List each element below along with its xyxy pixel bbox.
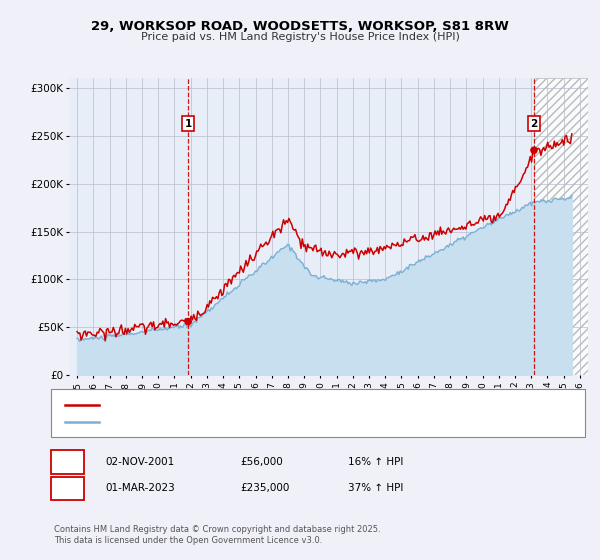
Text: 2: 2 — [530, 119, 538, 129]
Text: 16% ↑ HPI: 16% ↑ HPI — [348, 457, 403, 467]
Text: 2: 2 — [64, 483, 71, 493]
Text: 1: 1 — [64, 457, 71, 467]
Text: Contains HM Land Registry data © Crown copyright and database right 2025.
This d: Contains HM Land Registry data © Crown c… — [54, 525, 380, 545]
Text: Price paid vs. HM Land Registry's House Price Index (HPI): Price paid vs. HM Land Registry's House … — [140, 32, 460, 43]
Point — [184, 317, 193, 326]
Text: 01-MAR-2023: 01-MAR-2023 — [105, 483, 175, 493]
Text: HPI: Average price, semi-detached house, Rotherham: HPI: Average price, semi-detached house,… — [103, 418, 358, 427]
Text: 37% ↑ HPI: 37% ↑ HPI — [348, 483, 403, 493]
Bar — [534, 78, 588, 375]
Text: 29, WORKSOP ROAD, WOODSETTS, WORKSOP, S81 8RW: 29, WORKSOP ROAD, WOODSETTS, WORKSOP, S8… — [91, 20, 509, 32]
Point — [529, 146, 539, 155]
Text: 1: 1 — [185, 119, 192, 129]
Text: 29, WORKSOP ROAD, WOODSETTS, WORKSOP, S81 8RW (semi-detached house): 29, WORKSOP ROAD, WOODSETTS, WORKSOP, S8… — [103, 400, 483, 409]
Text: £235,000: £235,000 — [240, 483, 289, 493]
Bar — [534, 78, 588, 375]
Text: 02-NOV-2001: 02-NOV-2001 — [105, 457, 174, 467]
Text: £56,000: £56,000 — [240, 457, 283, 467]
